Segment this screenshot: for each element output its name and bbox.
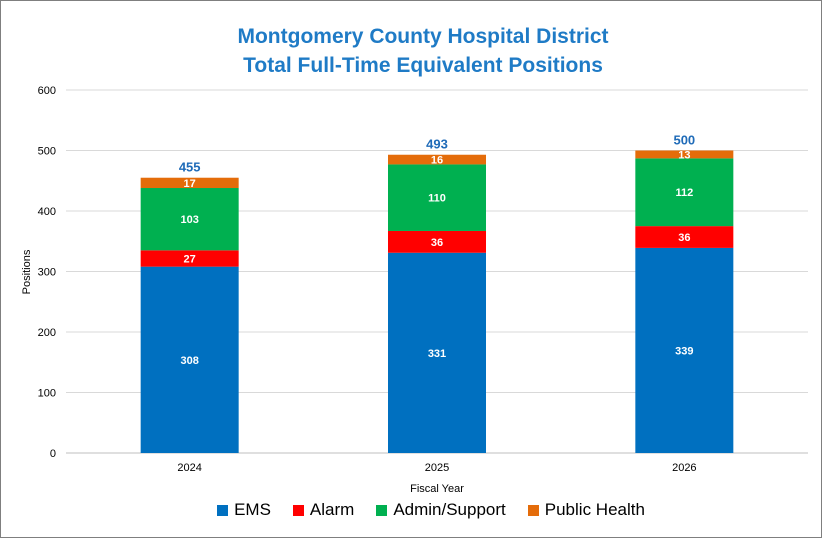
y-tick-label: 300 bbox=[38, 267, 56, 279]
legend-label-ems: EMS bbox=[234, 500, 271, 519]
bar-stack-2024: 308 27 103 17 455 bbox=[140, 160, 239, 453]
chart-title: Montgomery County Hospital District Tota… bbox=[0, 22, 822, 80]
x-tick-label: 2026 bbox=[672, 462, 696, 474]
data-label-ems-2026: 339 bbox=[675, 345, 693, 357]
legend-item-public-health: Public Health bbox=[527, 500, 645, 520]
chart-title-line-2: Total Full-Time Equivalent Positions bbox=[243, 54, 603, 77]
data-label-alarm-2024: 27 bbox=[184, 253, 196, 265]
data-label-admin-support-2025: 110 bbox=[428, 193, 446, 205]
bar-stack-2025: 331 36 110 16 493 bbox=[388, 137, 486, 453]
data-label-public-health-2024: 17 bbox=[184, 178, 196, 190]
bar-ems-2025 bbox=[388, 252, 486, 453]
y-tick-label: 200 bbox=[38, 327, 56, 339]
bar-admin-support-2025 bbox=[388, 164, 486, 231]
chart-title-line-1: Montgomery County Hospital District bbox=[237, 25, 609, 48]
y-tick-label: 100 bbox=[38, 388, 56, 400]
legend-swatch-public-health bbox=[527, 504, 539, 516]
bar-public-health-2025 bbox=[388, 154, 486, 165]
legend-item-alarm: Alarm bbox=[292, 500, 355, 520]
bar-public-health-2026 bbox=[635, 150, 734, 159]
legend-swatch-alarm bbox=[292, 504, 304, 516]
legend-item-admin-support: Admin/Support bbox=[376, 500, 506, 520]
data-label-public-health-2025: 16 bbox=[431, 155, 443, 167]
data-label-ems-2024: 308 bbox=[180, 355, 198, 367]
x-tick-label: 2024 bbox=[177, 462, 201, 474]
bar-ems-2024 bbox=[140, 266, 239, 453]
y-tick-label: 0 bbox=[50, 448, 56, 460]
bar-alarm-2025 bbox=[388, 230, 486, 253]
legend-item-ems: EMS bbox=[217, 500, 271, 520]
bar-admin-support-2026 bbox=[635, 158, 734, 227]
legend-swatch-ems bbox=[217, 504, 229, 516]
data-label-admin-support-2026: 112 bbox=[675, 187, 693, 199]
legend-label-public-health: Public Health bbox=[544, 500, 645, 519]
bar-admin-support-2024 bbox=[140, 188, 239, 251]
total-label-2024: 455 bbox=[179, 160, 201, 175]
data-label-public-health-2026: 13 bbox=[678, 149, 690, 161]
data-label-alarm-2025: 36 bbox=[431, 237, 443, 249]
bar-alarm-2024 bbox=[140, 250, 239, 267]
data-label-ems-2025: 331 bbox=[428, 348, 446, 360]
x-axis-title: Fiscal Year bbox=[410, 483, 464, 495]
legend-label-admin-support: Admin/Support bbox=[393, 500, 506, 519]
legend-swatch-admin-support bbox=[376, 504, 388, 516]
y-axis-ticks: 0 100 200 300 400 500 600 bbox=[38, 85, 56, 460]
bar-ems-2026 bbox=[635, 247, 734, 453]
data-label-alarm-2026: 36 bbox=[678, 232, 690, 244]
y-tick-label: 400 bbox=[38, 206, 56, 218]
legend: EMS Alarm Admin/Support Public Health bbox=[0, 500, 822, 520]
total-label-2025: 493 bbox=[426, 137, 448, 152]
y-axis-title: Positions bbox=[21, 249, 33, 294]
total-label-2026: 500 bbox=[673, 133, 695, 148]
x-axis-ticks: 2024 2025 2026 bbox=[177, 462, 696, 474]
y-tick-label: 500 bbox=[38, 146, 56, 158]
bar-alarm-2026 bbox=[635, 226, 734, 248]
legend-label-alarm: Alarm bbox=[309, 500, 355, 519]
x-tick-label: 2025 bbox=[425, 462, 449, 474]
bar-public-health-2024 bbox=[140, 177, 239, 189]
y-tick-label: 600 bbox=[38, 85, 56, 97]
data-label-admin-support-2024: 103 bbox=[180, 214, 198, 226]
